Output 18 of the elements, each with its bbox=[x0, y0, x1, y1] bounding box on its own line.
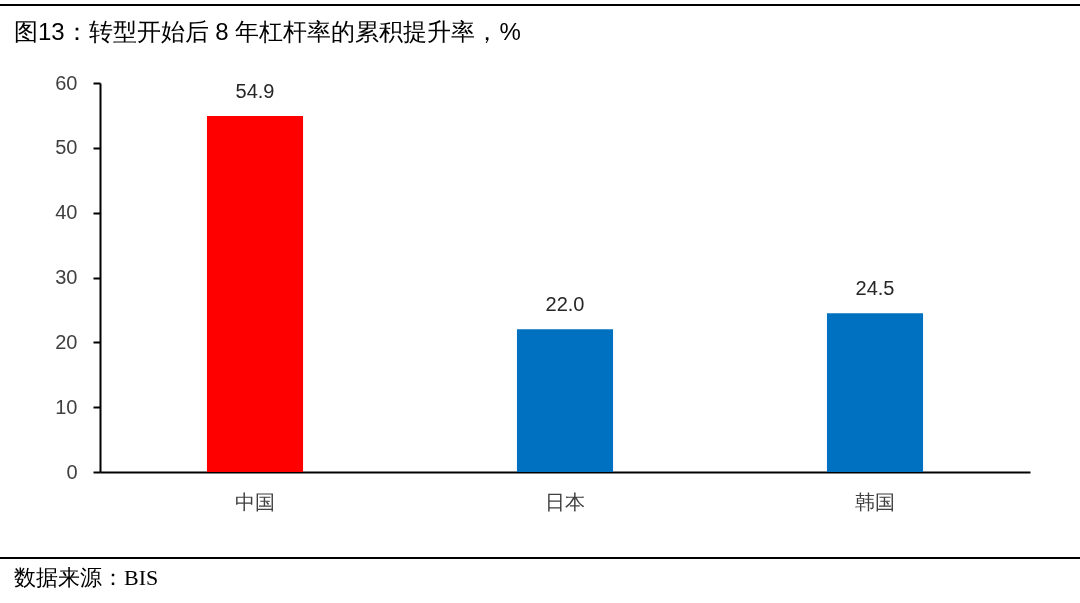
x-tick-label: 日本 bbox=[545, 490, 585, 513]
y-tick-label: 60 bbox=[55, 71, 78, 94]
data-label: 24.5 bbox=[855, 277, 895, 300]
x-tick-label: 韩国 bbox=[855, 490, 895, 513]
x-tick-label: 中国 bbox=[235, 490, 275, 513]
y-tick-label: 50 bbox=[55, 136, 78, 159]
y-tick-label: 10 bbox=[55, 395, 78, 418]
chart-title: 图13：转型开始后 8 年杠杆率的累积提升率，% bbox=[14, 18, 521, 45]
y-tick-label: 0 bbox=[66, 460, 78, 483]
data-label: 22.0 bbox=[545, 293, 585, 316]
y-tick-label: 30 bbox=[55, 266, 78, 288]
bar bbox=[516, 329, 614, 472]
bar bbox=[206, 116, 304, 472]
data-label: 54.9 bbox=[235, 80, 275, 103]
y-tick-label: 40 bbox=[55, 201, 78, 224]
bar bbox=[826, 313, 924, 472]
source-note: 数据来源：BIS bbox=[14, 564, 159, 592]
y-tick-label: 20 bbox=[55, 330, 78, 353]
